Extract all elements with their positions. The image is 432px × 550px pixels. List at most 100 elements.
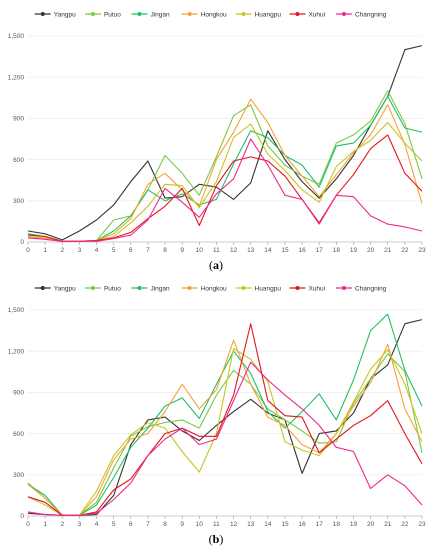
y-axis: 0 300 600 900 1,200 1,500 [8, 307, 422, 520]
legend-label: Changning [355, 11, 387, 18]
series-line-hongkou[interactable] [27, 98, 423, 242]
legend-item-putuo[interactable]: Putuo [84, 285, 121, 292]
legend: Yangpu Putuo Jingan Hongkou Huangpu Xuhui Chan… [34, 285, 387, 292]
legend-item-hongkou[interactable]: Hongkou [181, 11, 227, 18]
y-tick-label: 900 [13, 116, 24, 123]
legend-label: Xuhui [308, 11, 325, 18]
legend-label: Hongkou [201, 285, 227, 292]
legend-item-yangpu[interactable]: Yangpu [34, 285, 76, 292]
x-tick-label: 19 [350, 521, 358, 528]
series-xuhui [27, 134, 423, 242]
legend-swatch-marker [187, 286, 192, 290]
y-tick-label: 1,200 [8, 348, 25, 355]
series-line-xuhui[interactable] [27, 323, 423, 516]
x-tick-label: 3 [78, 521, 82, 528]
legend-item-yangpu[interactable]: Yangpu [34, 11, 76, 18]
x-tick-label: 21 [384, 247, 392, 254]
caption-b-label: b [212, 532, 220, 546]
legend-item-huangpu[interactable]: Huangpu [235, 11, 282, 18]
series-line-changning[interactable] [27, 138, 423, 242]
legend-label: Jingan [150, 11, 170, 18]
x-tick-label: 10 [196, 521, 204, 528]
x-tick-label: 16 [298, 247, 306, 254]
x-tick-label: 18 [333, 247, 341, 254]
legend-swatch-marker [341, 286, 346, 290]
series-putuo [27, 353, 423, 516]
legend-item-xuhui[interactable]: Xuhui [289, 285, 325, 292]
x-tick-label: 1 [43, 247, 47, 254]
x-tick-label: 11 [213, 521, 220, 528]
legend-label: Huangpu [255, 11, 282, 18]
x-tick-label: 7 [146, 521, 150, 528]
legend-item-changning[interactable]: Changning [335, 11, 387, 18]
x-tick-label: 16 [298, 521, 306, 528]
legend-swatch-marker [187, 12, 192, 16]
legend-label: Yangpu [54, 285, 76, 292]
chart-panel-b: Yangpu Putuo Jingan Hongkou Huangpu Xuhui Chan… [8, 285, 426, 528]
x-tick-label: 22 [401, 247, 409, 254]
x-tick-label: 2 [60, 247, 64, 254]
x-tick-label: 17 [316, 521, 324, 528]
x-tick-label: 6 [129, 521, 133, 528]
legend-label: Yangpu [54, 11, 76, 18]
x-tick-label: 7 [146, 247, 150, 254]
x-tick-label: 4 [95, 521, 99, 528]
series-putuo [27, 90, 423, 242]
x-tick-label: 12 [230, 247, 238, 254]
legend-swatch-marker [137, 12, 142, 16]
legend-swatch-marker [40, 12, 45, 16]
x-tick-label: 11 [213, 247, 220, 254]
x-tick-label: 15 [281, 521, 289, 528]
legend-item-changning[interactable]: Changning [335, 285, 387, 292]
x-tick-label: 6 [129, 247, 133, 254]
x-tick-label: 20 [367, 247, 375, 254]
y-tick-label: 1,500 [8, 307, 25, 314]
series-line-putuo[interactable] [27, 353, 423, 516]
series-jingan [27, 313, 423, 516]
series-line-jingan[interactable] [27, 313, 423, 516]
x-tick-label: 18 [333, 521, 341, 528]
legend-label: Putuo [104, 285, 121, 292]
x-tick-label: 23 [418, 521, 426, 528]
legend-swatch-marker [295, 12, 300, 16]
series-line-huangpu[interactable] [27, 347, 423, 516]
legend-label: Jingan [150, 285, 170, 292]
x-tick-label: 2 [60, 521, 64, 528]
legend-item-putuo[interactable]: Putuo [84, 11, 121, 18]
series-line-hongkou[interactable] [27, 339, 423, 516]
legend-item-hongkou[interactable]: Hongkou [181, 285, 227, 292]
x-tick-label: 0 [26, 247, 30, 254]
legend-swatch-marker [40, 286, 45, 290]
x-tick-label: 14 [264, 247, 272, 254]
legend-item-jingan[interactable]: Jingan [131, 11, 170, 18]
x-tick-label: 23 [418, 247, 426, 254]
caption-a: (a) [209, 258, 223, 272]
legend-item-huangpu[interactable]: Huangpu [235, 285, 282, 292]
x-tick-label: 22 [401, 521, 409, 528]
legend-label: Putuo [104, 11, 121, 18]
series-line-xuhui[interactable] [27, 134, 423, 242]
x-tick-label: 10 [196, 247, 204, 254]
series-line-changning[interactable] [27, 361, 423, 516]
x-tick-label: 5 [112, 247, 116, 254]
series-huangpu [27, 347, 423, 516]
series-hongkou [27, 339, 423, 516]
x-tick-label: 9 [180, 521, 184, 528]
series-line-putuo[interactable] [27, 90, 423, 242]
x-tick-label: 8 [163, 247, 167, 254]
legend-swatch-marker [341, 12, 346, 16]
legend-swatch-marker [295, 286, 300, 290]
legend-item-xuhui[interactable]: Xuhui [289, 11, 325, 18]
series-yangpu [27, 319, 423, 516]
y-axis: 0 300 600 900 1,200 1,500 [8, 33, 422, 246]
series-xuhui [27, 323, 423, 516]
x-tick-label: 13 [247, 247, 255, 254]
series-line-yangpu[interactable] [27, 319, 423, 516]
legend-swatch-marker [90, 12, 95, 16]
x-tick-label: 17 [316, 247, 324, 254]
legend-swatch-marker [241, 12, 246, 16]
x-tick-label: 20 [367, 521, 375, 528]
legend-item-jingan[interactable]: Jingan [131, 285, 170, 292]
chart-panel-a: Yangpu Putuo Jingan Hongkou Huangpu Xuhui Chan… [8, 11, 426, 254]
legend-swatch-marker [241, 286, 246, 290]
